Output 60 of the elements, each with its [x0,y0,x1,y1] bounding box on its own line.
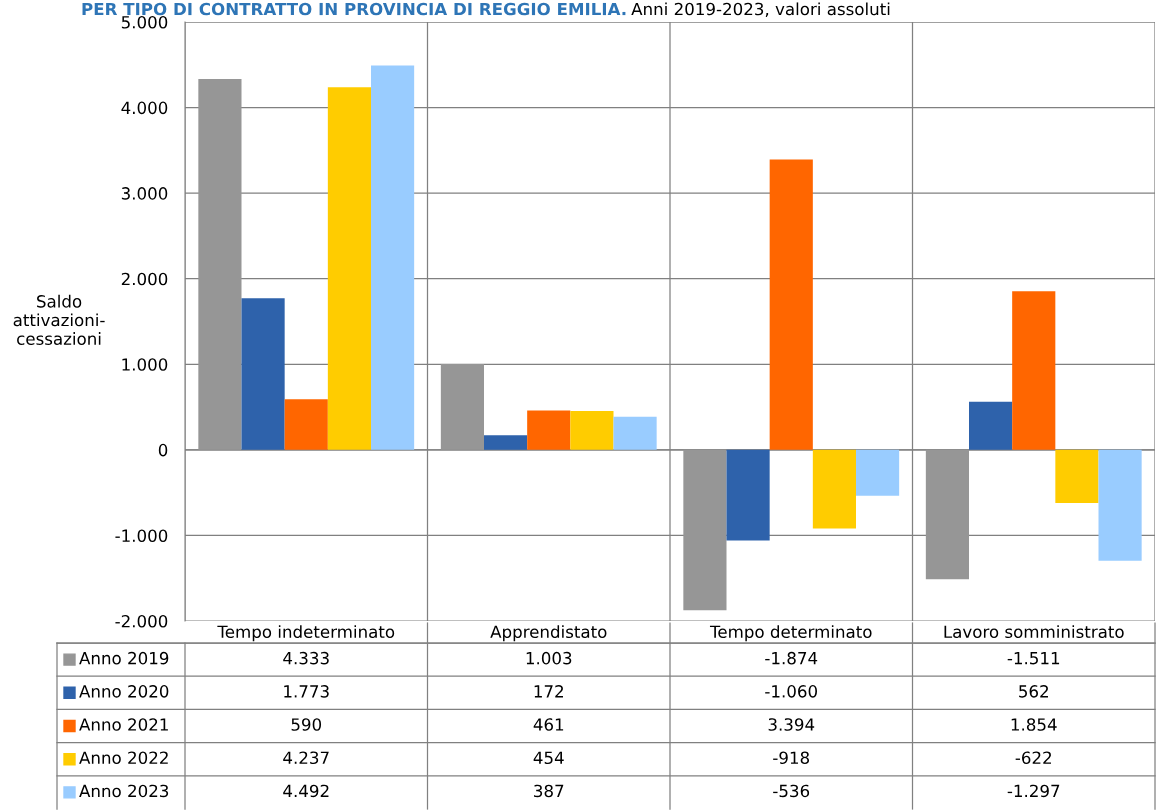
data-label: 454 [533,751,564,765]
bar [284,399,328,450]
data-label: -622 [1015,751,1051,765]
bar [198,79,242,450]
x-tick-label: Tempo indeterminato [217,625,395,642]
bar [241,298,285,450]
bar [527,410,571,450]
bar [812,449,856,529]
bar [683,449,727,611]
bar [1012,291,1056,450]
data-label: 562 [1019,685,1048,698]
legend-label: Anno 2019 [79,651,169,665]
data-label: 3.394 [768,718,815,731]
data-label: -918 [773,751,810,765]
data-label: 461 [533,718,564,731]
bar [613,416,657,450]
x-tick-label: Apprendistato [490,625,607,642]
chart-title: PER TIPO DI CONTRATTO IN PROVINCIA DI REGGIO EMILIA. [82,2,626,16]
legend-label: Anno 2023 [79,784,169,798]
bar [769,159,813,450]
y-tick-label: -1.000 [115,529,168,542]
y-axis-title: Saldo attivazioni- cessazioni [13,294,105,345]
y-tick-label: 3.000 [121,187,168,200]
data-label: 1.854 [1011,718,1057,731]
bar [371,65,415,450]
y-tick-label: 5.000 [121,15,168,29]
data-label: 172 [534,685,563,698]
bar [484,435,528,450]
x-tick-label: Tempo determinato [709,625,872,642]
bar [726,449,770,541]
y-tick-label: 2.000 [121,272,168,286]
legend-label: Anno 2021 [79,718,168,731]
y-tick-label: 0 [158,443,168,457]
data-label: -1.874 [765,651,818,665]
data-label: -1.060 [765,685,818,698]
bar [440,364,484,450]
data-label: 4.237 [283,751,329,765]
y-tick-label: 4.000 [121,101,168,115]
data-label: -1.511 [1007,652,1060,665]
bar [327,87,371,450]
data-label: 4.492 [283,784,329,798]
legend-label: Anno 2020 [79,685,169,698]
bar [856,449,900,496]
bar [1098,449,1142,561]
legend-label: Anno 2022 [79,751,168,765]
data-label: 590 [291,718,322,731]
y-tick-label: 1.000 [122,358,168,371]
data-label: 1.003 [526,651,572,665]
data-label: 4.333 [283,651,329,665]
data-label: -536 [773,784,810,798]
bar [570,411,614,450]
bar [1055,449,1099,504]
data-label: -1.297 [1007,784,1060,798]
bar [925,449,969,580]
chart-subtitle: Anni 2019-2023, valori assoluti [631,2,890,18]
data-label: 387 [534,784,564,798]
data-label: 1.773 [284,685,329,698]
bar [969,401,1013,450]
x-tick-label: Lavoro somministrato [944,625,1124,639]
y-tick-label: -2.000 [115,614,168,628]
